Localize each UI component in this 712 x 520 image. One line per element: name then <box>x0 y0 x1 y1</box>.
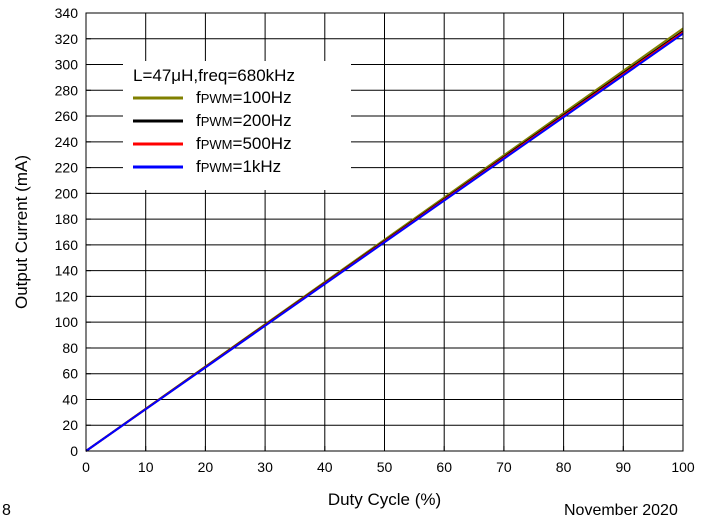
grid <box>86 13 683 451</box>
footer-date: November 2020 <box>564 502 678 519</box>
y-tick-label: 260 <box>55 108 79 124</box>
legend-label: fPWM=200Hz <box>196 111 292 130</box>
axis-ticks <box>85 12 684 452</box>
x-axis-label: Duty Cycle (%) <box>328 490 441 509</box>
x-tick-label: 90 <box>616 459 632 475</box>
y-tick-label: 240 <box>55 134 79 150</box>
x-tick-label: 70 <box>496 459 512 475</box>
y-tick-label: 180 <box>55 211 79 227</box>
y-tick-label: 340 <box>55 5 79 21</box>
y-axis-label: Output Current (mA) <box>12 155 31 309</box>
x-tick-label: 40 <box>317 459 333 475</box>
x-tick-label: 0 <box>82 459 90 475</box>
x-tick-label: 100 <box>671 459 695 475</box>
y-tick-label: 140 <box>55 263 79 279</box>
y-tick-label: 320 <box>55 31 79 47</box>
y-tick-label: 100 <box>55 314 79 330</box>
y-tick-label: 220 <box>55 160 79 176</box>
y-tick-label: 300 <box>55 57 79 73</box>
x-tick-label: 10 <box>138 459 154 475</box>
y-tick-label: 60 <box>62 366 78 382</box>
y-tick-label: 280 <box>55 82 79 98</box>
x-tick-label: 50 <box>377 459 393 475</box>
legend-label: fPWM=100Hz <box>196 88 292 107</box>
y-tick-label: 40 <box>62 391 78 407</box>
y-tick-label: 120 <box>55 288 79 304</box>
x-tick-label: 60 <box>436 459 452 475</box>
y-tick-label: 0 <box>70 443 78 459</box>
y-tick-labels: 0 20 40 60 80 100 120 140 160 180 200 220 240 260 280 3… <box>55 5 79 459</box>
x-tick-label: 80 <box>556 459 572 475</box>
series-line <box>85 32 684 452</box>
legend: L=47μH,freq=680kHz fPWM=100Hz fPWM=200Hz f… <box>123 61 351 190</box>
legend-label: fPWM=1kHz <box>196 157 281 176</box>
x-tick-label: 30 <box>257 459 273 475</box>
y-tick-label: 200 <box>55 185 79 201</box>
page-number: 8 <box>2 502 11 519</box>
legend-title: L=47μH,freq=680kHz <box>133 66 295 85</box>
x-tick-label: 20 <box>198 459 214 475</box>
y-tick-label: 80 <box>62 340 78 356</box>
y-tick-label: 160 <box>55 237 79 253</box>
x-tick-labels: 0 10 20 30 40 50 60 70 80 90 100 <box>82 459 695 475</box>
series-lines <box>85 27 684 452</box>
legend-label: fPWM=500Hz <box>196 134 292 153</box>
y-tick-label: 20 <box>62 417 78 433</box>
